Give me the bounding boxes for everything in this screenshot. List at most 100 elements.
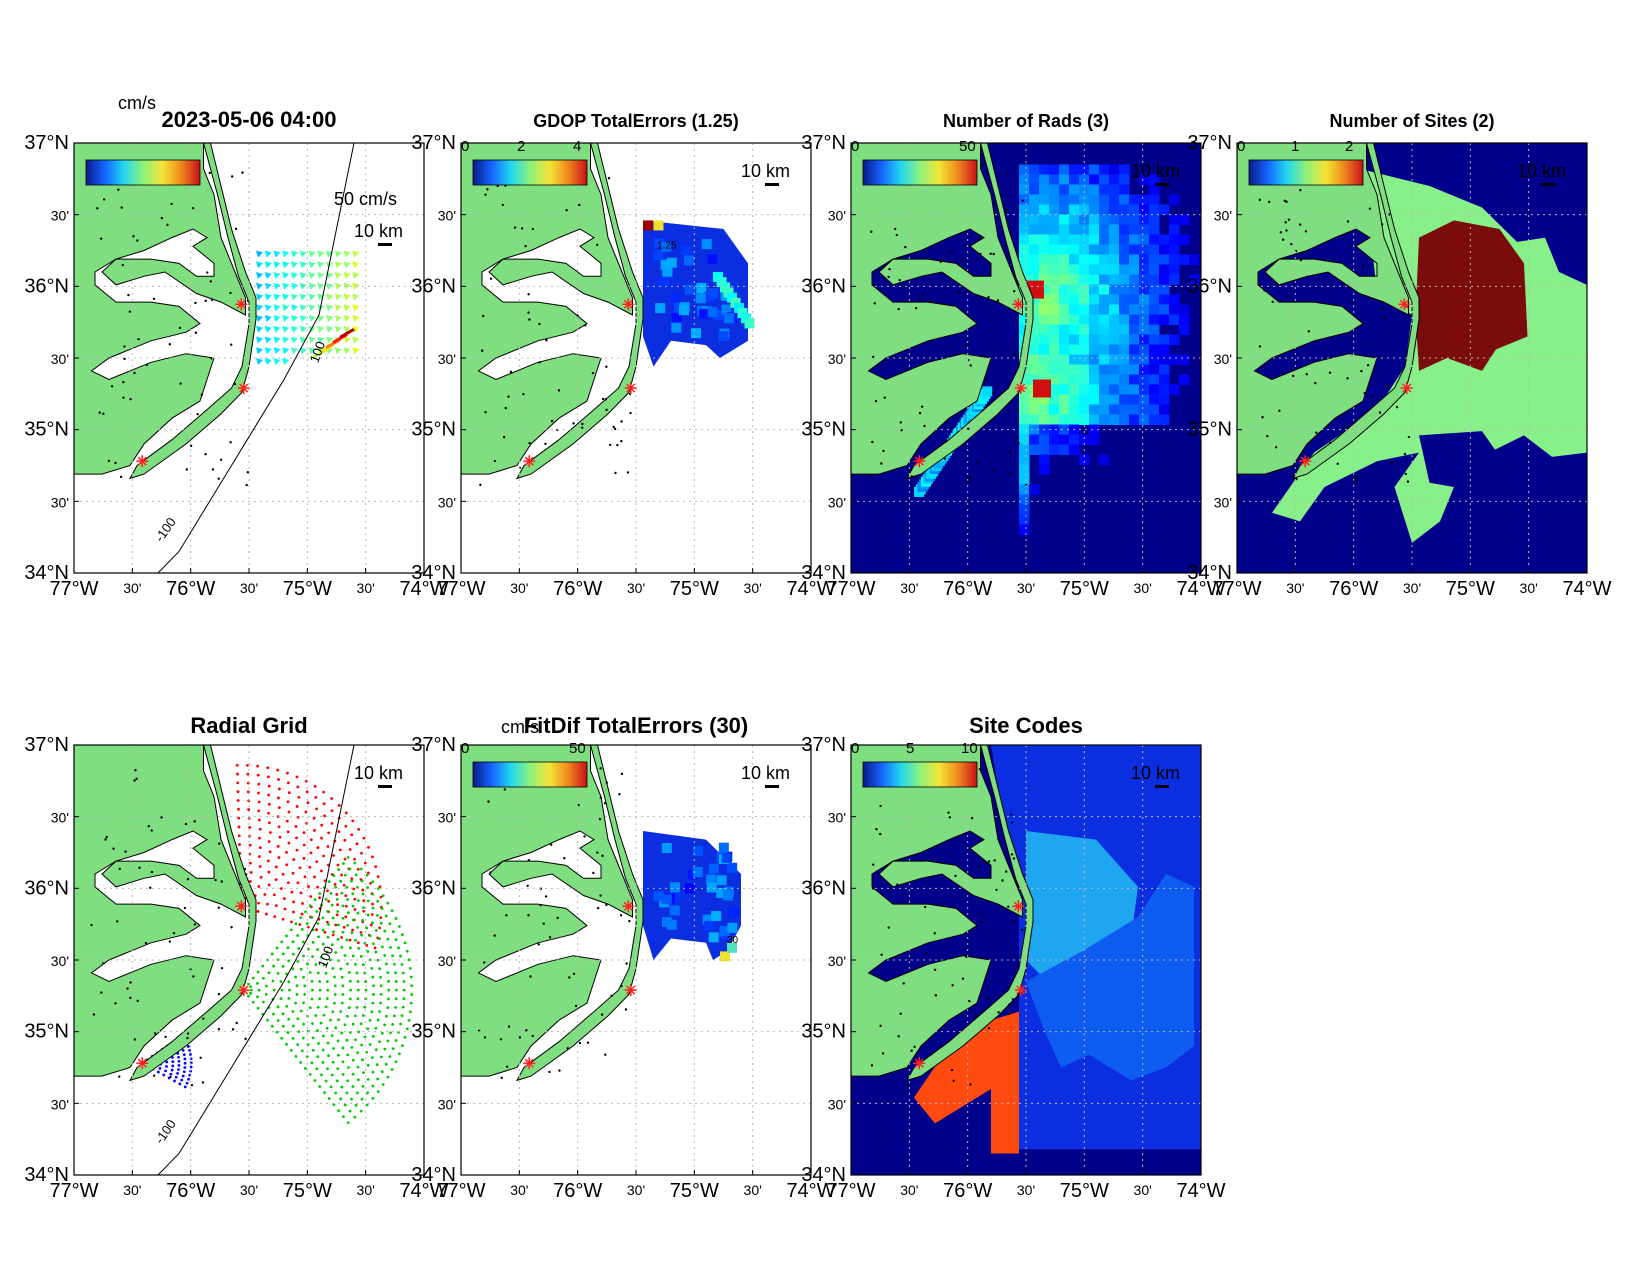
radial-grid-point [394,971,397,975]
lon-tick-label: 74°W [1176,1180,1225,1202]
lon-tick-label: 75°W [1446,578,1495,600]
coast-detail [1007,905,1010,908]
coast-detail [149,886,152,889]
radial-grid-point [371,1001,375,1005]
coast-detail [147,824,150,828]
radial-grid-point [350,877,354,881]
radial-grid-point [339,879,342,883]
data-cell [1029,314,1040,325]
data-cell [1039,304,1050,315]
radial-grid-point [378,1040,381,1043]
current-vector [343,293,351,301]
radial-grid-point [294,1054,298,1058]
coast-detail [616,443,619,447]
coast-detail [503,788,507,791]
barrier-island [905,745,1034,1082]
data-cell [1099,454,1110,465]
radial-grid-point [364,988,368,992]
radial-grid-point [363,1035,367,1039]
data-cell [1059,304,1070,315]
coast-detail [524,244,527,248]
contour-label: 1.25 [657,240,677,251]
coast-detail [899,1012,902,1015]
radial-grid-point [164,1069,167,1073]
radial-grid-point [350,833,354,837]
radial-grid-point [351,1058,355,1062]
data-cell [653,891,664,902]
radial-grid-point [395,988,398,992]
coast-detail [98,411,101,414]
radial-grid-point [302,976,305,979]
radial-grid-point [346,1079,350,1083]
radial-grid-point [337,1109,341,1113]
data-cell [1029,324,1040,335]
coast-detail [100,991,103,994]
radial-grid-point [305,1055,309,1059]
radial-grid-point [362,909,366,913]
coast-detail [220,966,224,970]
data-cell [653,250,664,261]
scale-bar [765,183,779,186]
radial-grid-point [258,865,262,868]
data-cell [1119,284,1130,295]
radial-grid-point [330,797,334,800]
data-cell [1099,224,1110,235]
data-cell [1029,414,1040,425]
coast-detail [233,382,237,386]
data-cell [1099,274,1110,285]
radial-grid-point [189,1053,192,1056]
data-cell [1029,234,1040,245]
data-cell [1169,314,1180,325]
radial-grid-point [310,979,314,983]
current-vector [273,282,281,290]
radial-grid-point [318,1085,322,1088]
coast-detail [241,171,244,174]
data-cell [1059,414,1070,425]
lon-tick-label: 74°W [399,1180,448,1202]
radial-grid-point [349,988,353,992]
current-vector [308,315,316,322]
data-cell [982,386,993,397]
radial-grid-point [366,950,370,953]
current-vector [343,325,351,333]
coast-detail [997,1011,1000,1014]
data-cell [1149,324,1160,335]
coast-detail [1290,242,1293,246]
radial-grid-point [356,941,360,945]
radial-grid-point [360,851,363,855]
radial-grid-point [277,806,281,810]
data-cell [1049,174,1060,185]
radial-grid-point [346,911,350,915]
radial-grid-point [354,962,357,966]
radial-grid-point [399,1022,402,1026]
data-cell [708,288,719,299]
radial-grid-point [264,992,268,996]
radial-grid-point [394,917,398,920]
radial-grid-point [286,781,290,785]
coast-detail [987,1027,991,1030]
coast-detail [584,324,587,327]
radial-grid-point [267,840,271,843]
radial-grid-point [359,931,363,934]
radial-grid-point [371,892,375,896]
lat-tick-label: 30' [51,208,69,224]
coast-detail [235,1021,238,1025]
data-cell [1119,404,1130,415]
coast-detail [1328,371,1332,374]
data-cell [1059,264,1070,275]
lon-tick-label: 75°W [670,1180,719,1202]
coast-detail [1271,300,1274,304]
radial-grid-point [300,1049,304,1053]
coast-detail [168,343,172,346]
data-cell [1139,324,1150,335]
radial-grid-point [337,868,341,871]
data-cell [1109,214,1120,225]
radial-grid-point [394,980,398,983]
data-cell [1099,374,1110,385]
coast-detail [220,880,223,883]
data-cell [1089,314,1100,325]
lat-tick-label: 36°N [411,877,456,899]
radial-grid-point [346,898,350,901]
